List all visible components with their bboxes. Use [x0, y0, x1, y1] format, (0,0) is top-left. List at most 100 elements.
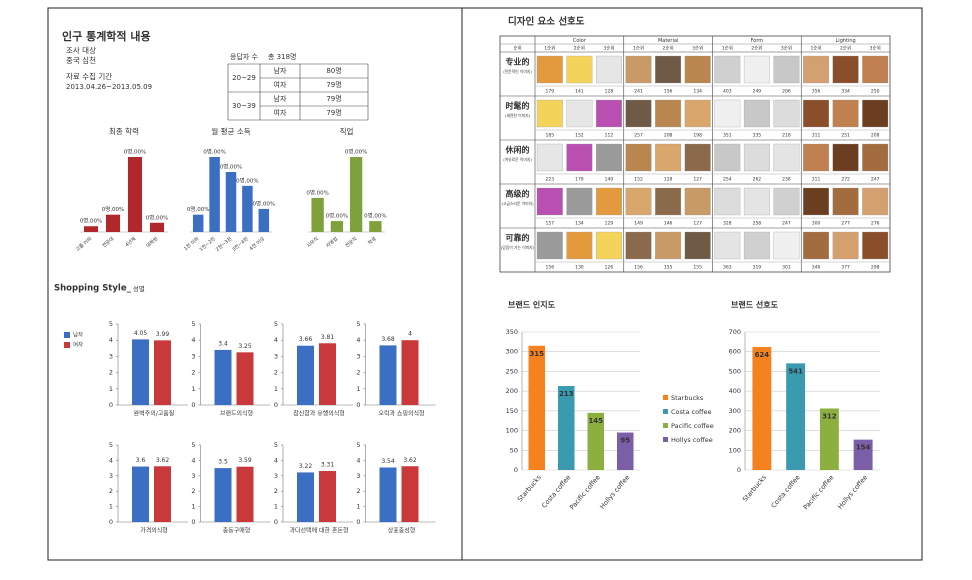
table-cell: 208 [664, 133, 673, 139]
y-tick-label: 1 [274, 385, 278, 393]
bar [154, 340, 171, 405]
bar [379, 345, 397, 405]
table-cell: 여자 [274, 80, 287, 89]
y-tick-label: 1 [274, 503, 278, 511]
y-tick-label: 0 [356, 401, 360, 409]
label: 자료 수집 기간 [66, 71, 112, 81]
bar-label: 0명,00% [253, 200, 276, 207]
y-tick-label: 0 [191, 518, 195, 526]
bar [258, 208, 270, 232]
design-image [743, 187, 770, 216]
design-image [803, 99, 829, 128]
table-header: Lighting [836, 38, 856, 44]
table-cell: 208 [871, 133, 880, 139]
table-header: 1순위 [633, 45, 644, 52]
value-label: 4.05 [134, 330, 148, 337]
y-tick-label: 4 [191, 456, 195, 464]
table-cell: 249 [753, 89, 762, 95]
design-image [566, 99, 593, 128]
design-image [803, 55, 829, 84]
design-image [655, 143, 682, 172]
bar [132, 339, 149, 405]
y-tick-label: 4 [356, 336, 360, 344]
table-cell: 129 [605, 221, 614, 227]
bar [214, 349, 232, 405]
bar [587, 412, 605, 470]
design-image [773, 187, 800, 216]
legend-label: Costa coffee [671, 408, 712, 416]
x-tick-label: 전문대 [101, 235, 116, 249]
row-label: 高级的 [506, 189, 530, 199]
design-image [625, 231, 652, 260]
bar [236, 352, 254, 405]
table-cell: 112 [605, 133, 614, 139]
value-label: 3.31 [321, 462, 335, 469]
x-tick-label: Pacific coffee [568, 473, 602, 511]
value-label: 3.4 [218, 340, 228, 347]
value-label: 3.99 [156, 331, 170, 338]
table-header: 2순위 [663, 45, 674, 52]
table-cell: 179 [575, 177, 584, 183]
table-cell: 127 [693, 177, 702, 183]
design-image [684, 143, 711, 172]
table-cell: 334 [841, 89, 850, 95]
value-label: 3.54 [381, 458, 395, 465]
bar [349, 157, 363, 232]
x-tick-label: 브랜드의식형 [220, 410, 253, 418]
table-cell: 272 [841, 177, 850, 183]
table-cell: 247 [871, 177, 880, 183]
x-tick-label: 충동구매형 [223, 527, 251, 535]
y-tick-label: 4 [109, 456, 113, 464]
design-image [684, 55, 711, 84]
row-sublabel: (믿음이 가는 이미지) [501, 245, 535, 250]
table-cell: 79명 [326, 80, 341, 89]
table-cell: 335 [753, 133, 762, 139]
table-header: 2순위 [840, 45, 851, 52]
chart-title: 최종 학력 [109, 126, 139, 136]
design-image [536, 143, 563, 172]
table-header: 1순위 [810, 45, 821, 52]
y-tick-label: 2 [356, 369, 360, 377]
table-header: 3순위 [692, 45, 703, 52]
y-tick-label: 5 [191, 441, 195, 449]
table-cell: 20~29 [232, 74, 256, 82]
table-cell: 156 [634, 265, 643, 271]
bar-label: 0명,00% [345, 149, 368, 156]
design-image [536, 231, 563, 260]
table-cell: 262 [753, 177, 762, 183]
bar [214, 468, 232, 522]
legend-swatch [663, 409, 668, 414]
value-label: 3.5 [218, 459, 228, 466]
table-cell: 134 [575, 221, 584, 227]
table-header: 순위 [513, 45, 521, 52]
y-tick-label: 50 [510, 446, 518, 454]
bar [83, 226, 99, 232]
bar [225, 172, 237, 232]
bar [236, 466, 254, 522]
value-label: 624 [755, 351, 770, 359]
table-cell: 134 [693, 89, 702, 95]
table-cell: 여자 [274, 108, 287, 117]
table-cell: 156 [545, 265, 554, 271]
value: 2013.04.26~2013.05.09 [66, 83, 152, 91]
design-image [832, 55, 859, 84]
y-tick-label: 3 [191, 352, 195, 360]
table-cell: 311 [812, 177, 821, 183]
table-header: 3순위 [603, 45, 614, 52]
y-tick-label: 2 [356, 487, 360, 495]
legend-label: Pacific coffee [671, 422, 714, 430]
y-tick-label: 3 [109, 472, 113, 480]
design-image [773, 99, 800, 128]
y-tick-label: 0 [109, 518, 113, 526]
table-cell: 277 [841, 221, 850, 227]
bar [752, 346, 772, 470]
design-image [566, 231, 593, 260]
section-title: 디자인 요소 선호도 [508, 16, 585, 28]
table-cell: 30~39 [232, 102, 256, 110]
y-tick-label: 5 [274, 320, 278, 328]
bar [127, 157, 143, 232]
x-tick-label: Costa coffee [770, 473, 802, 509]
design-image [743, 231, 770, 260]
table-cell: 152 [634, 177, 643, 183]
